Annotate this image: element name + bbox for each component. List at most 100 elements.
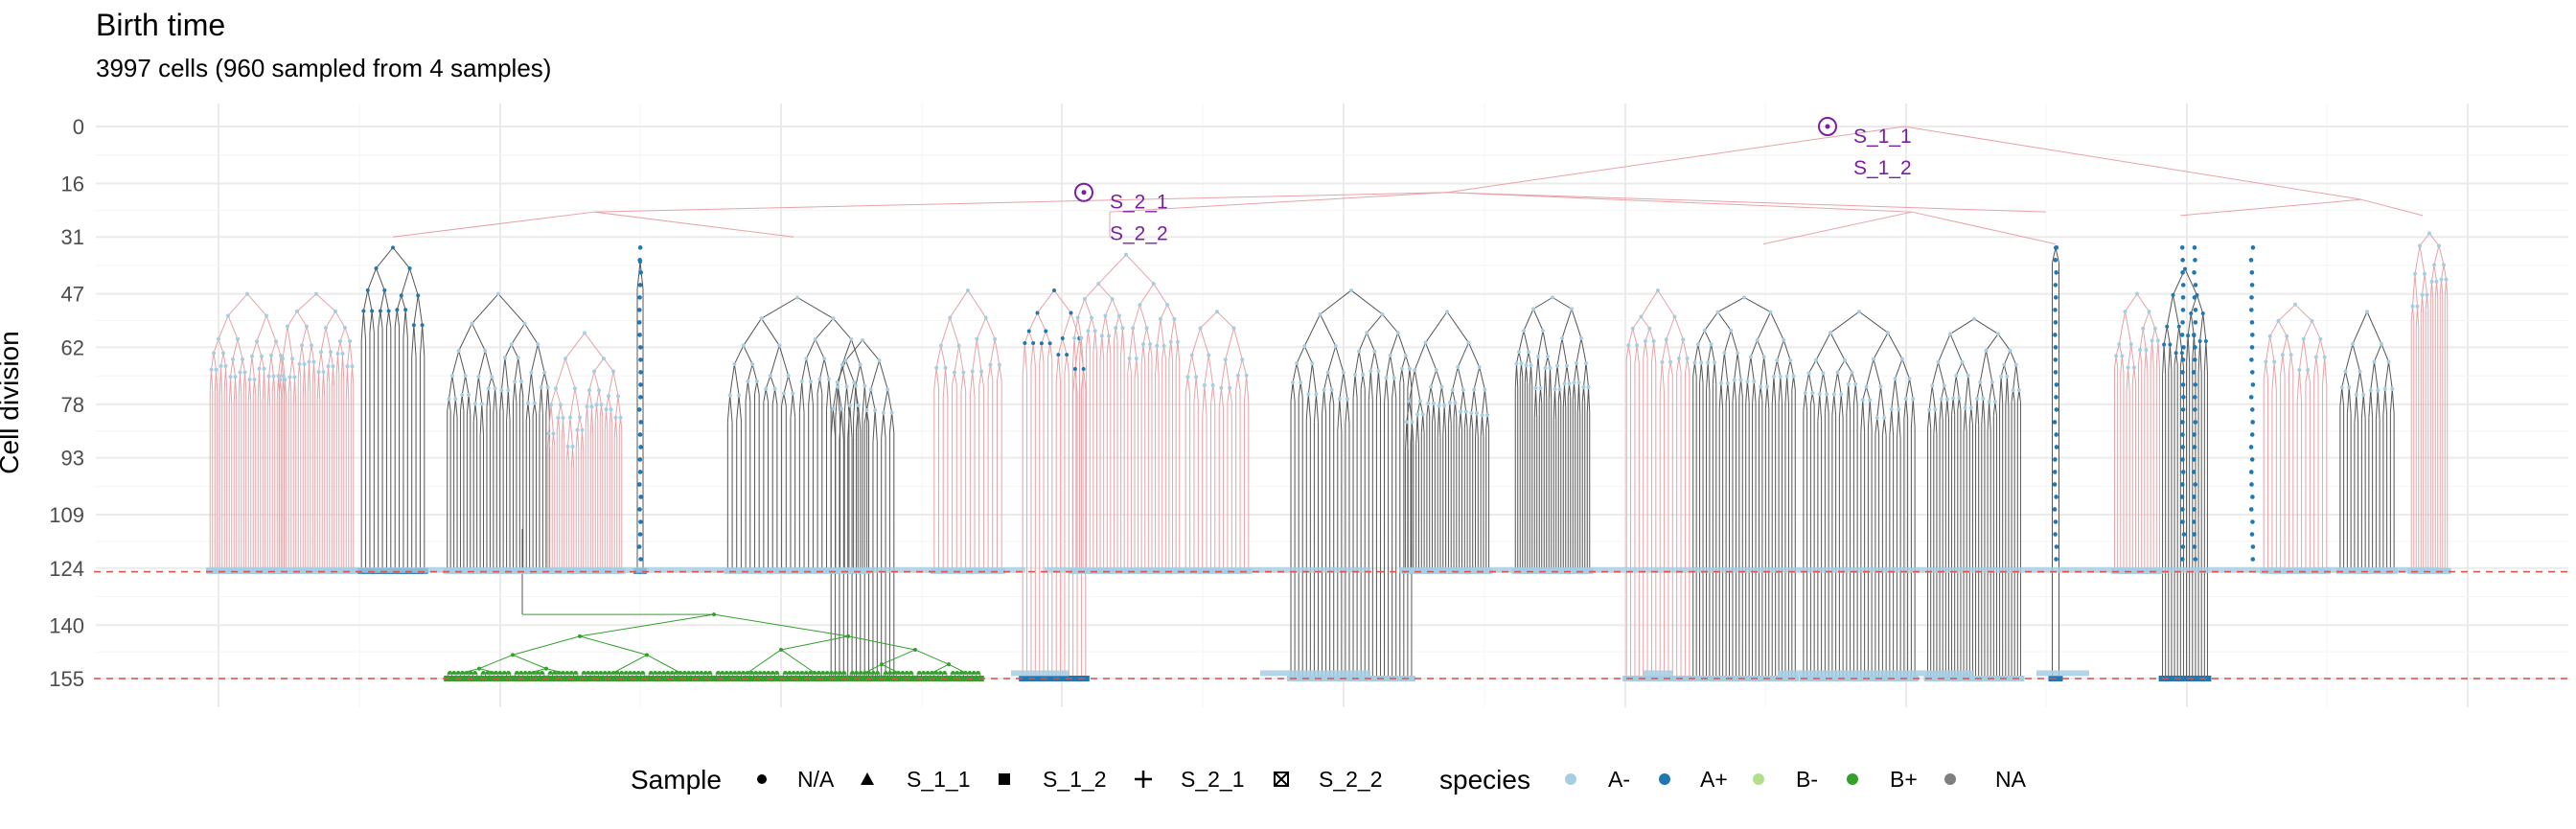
chain-node bbox=[637, 345, 643, 350]
tree-node bbox=[833, 671, 838, 675]
tree-edge bbox=[543, 372, 549, 388]
tree-node bbox=[1791, 374, 1796, 379]
tree-edge bbox=[1220, 359, 1227, 388]
tree-node bbox=[1579, 336, 1583, 341]
leaf-node bbox=[1044, 676, 1052, 681]
tree-edge bbox=[1566, 365, 1570, 384]
tree-edge bbox=[1518, 330, 1525, 353]
tree-edge bbox=[1386, 355, 1392, 379]
tree-edge bbox=[1218, 387, 1222, 408]
tree-node bbox=[1860, 398, 1865, 403]
tree-node bbox=[1116, 313, 1121, 318]
sampled-node bbox=[1081, 190, 1087, 196]
tree-edge bbox=[1112, 298, 1120, 316]
tree-node bbox=[2442, 263, 2446, 267]
tree-node bbox=[943, 365, 948, 370]
tree-node bbox=[1572, 380, 1576, 385]
tree-node bbox=[737, 393, 742, 398]
tree-edge bbox=[1446, 192, 2047, 213]
tree-node bbox=[653, 671, 657, 675]
tree-node bbox=[1999, 374, 2004, 379]
tree-edge bbox=[770, 345, 780, 377]
tree-node bbox=[228, 375, 233, 380]
tree-node bbox=[1878, 384, 1883, 389]
tree-edge bbox=[1987, 402, 1990, 431]
tree-edge bbox=[593, 357, 605, 372]
tree-node bbox=[1407, 399, 1412, 403]
tree-edge bbox=[1982, 398, 1986, 424]
tree-edge bbox=[1476, 413, 1479, 437]
tree-node bbox=[2011, 388, 2015, 393]
tree-edge bbox=[1147, 344, 1151, 357]
tree-edge bbox=[1225, 359, 1230, 388]
tree-node bbox=[569, 671, 574, 675]
tree-node bbox=[2418, 243, 2422, 248]
tree-node bbox=[1314, 392, 1319, 397]
tree-edge bbox=[1550, 367, 1552, 401]
chain-node bbox=[638, 357, 643, 362]
tree-edge bbox=[1101, 315, 1106, 336]
chain-node bbox=[2053, 320, 2058, 325]
tree-edge bbox=[1320, 313, 1337, 347]
tree-node bbox=[231, 357, 235, 361]
tree-node bbox=[1110, 296, 1115, 301]
tree-node bbox=[1403, 353, 1408, 357]
tree-edge bbox=[874, 410, 878, 443]
tree-edge bbox=[584, 333, 605, 359]
tree-edge bbox=[1837, 372, 1842, 395]
tree-edge bbox=[1070, 312, 1080, 339]
tree-edge bbox=[304, 364, 307, 396]
tree-edge bbox=[1097, 283, 1113, 300]
tree-node bbox=[1864, 384, 1869, 389]
tree-node bbox=[2351, 341, 2355, 346]
leaf-node bbox=[1630, 676, 1639, 681]
tree-node bbox=[657, 671, 662, 675]
tree-node bbox=[1555, 363, 1559, 368]
tree-edge bbox=[1928, 409, 1932, 429]
tree-edge bbox=[344, 327, 351, 342]
tree-node bbox=[1853, 381, 1858, 386]
tree-edge bbox=[1173, 318, 1179, 342]
tree-edge bbox=[511, 323, 525, 345]
tree-edge bbox=[1290, 381, 1294, 402]
tree-node bbox=[2413, 271, 2417, 276]
tree-edge bbox=[1369, 371, 1373, 401]
tree-edge bbox=[1860, 400, 1864, 432]
tree-edge bbox=[1693, 362, 1697, 377]
tree-edge bbox=[1880, 386, 1885, 419]
tree-edge bbox=[2298, 338, 2305, 371]
chain-node bbox=[2193, 395, 2197, 400]
tree-node bbox=[1709, 342, 1714, 347]
tree-edge bbox=[488, 388, 491, 408]
tree-edge bbox=[268, 376, 271, 408]
tree-node bbox=[831, 316, 836, 321]
tree-node bbox=[1996, 332, 2000, 336]
leaf-node bbox=[737, 676, 746, 681]
tree-node bbox=[539, 385, 543, 390]
tree-node bbox=[1099, 334, 1104, 338]
tree-edge bbox=[525, 403, 529, 421]
tree-edge bbox=[2136, 293, 2150, 312]
tree-edge bbox=[1479, 366, 1485, 390]
tree-edge bbox=[1819, 394, 1823, 422]
tree-edge bbox=[1343, 372, 1348, 400]
tree-edge bbox=[392, 211, 595, 238]
tree-edge bbox=[1362, 374, 1366, 389]
tree-edge bbox=[1041, 343, 1045, 363]
tree-node bbox=[1168, 339, 1173, 344]
tree-edge bbox=[1705, 362, 1709, 392]
tree-node bbox=[1984, 348, 1989, 353]
tree-node bbox=[470, 321, 474, 326]
tree-edge bbox=[1320, 289, 1352, 315]
tree-node bbox=[1745, 379, 1750, 383]
tree-node bbox=[1127, 357, 1132, 361]
tree-edge bbox=[1829, 332, 1846, 361]
tree-edge bbox=[1184, 377, 1188, 394]
tree-node bbox=[1575, 360, 1578, 365]
tree-edge bbox=[2142, 328, 2147, 351]
tree-node bbox=[551, 431, 556, 436]
tree-edge bbox=[1080, 337, 1084, 362]
tree-edge bbox=[1237, 375, 1241, 390]
tree-node bbox=[774, 671, 779, 675]
tree-node bbox=[750, 361, 755, 366]
